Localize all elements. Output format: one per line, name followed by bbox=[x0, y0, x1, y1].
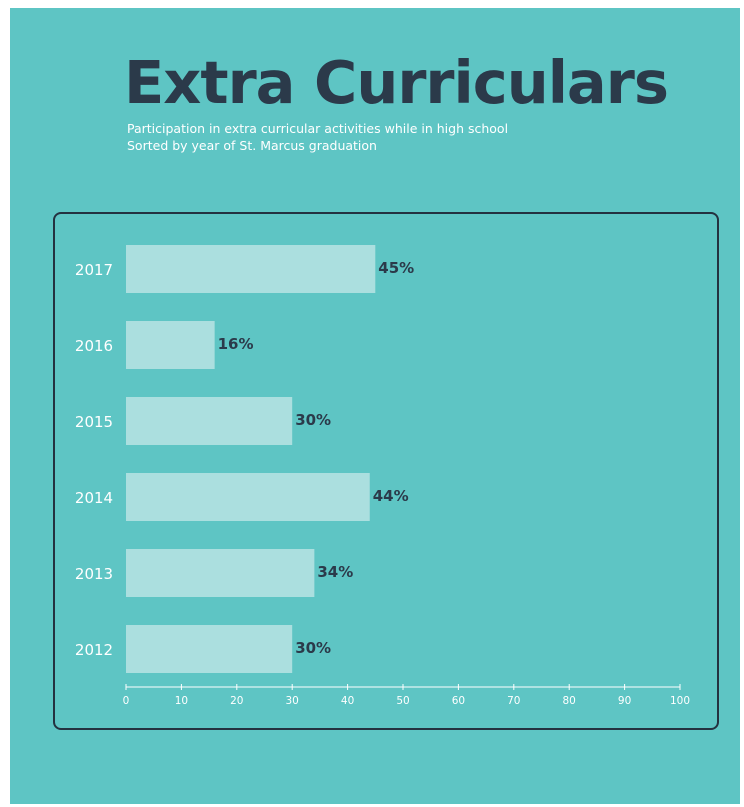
x-axis-tick-label: 50 bbox=[396, 695, 409, 707]
data-label: 45% bbox=[378, 259, 414, 277]
category-label: 2017 bbox=[75, 261, 113, 279]
category-label: 2016 bbox=[75, 337, 113, 355]
chart-panel bbox=[53, 212, 719, 730]
data-label: 16% bbox=[218, 335, 254, 353]
category-label: 2013 bbox=[75, 565, 113, 583]
data-label: 34% bbox=[317, 563, 353, 581]
category-label: 2014 bbox=[75, 489, 113, 507]
x-axis-tick-label: 10 bbox=[175, 695, 188, 707]
x-axis-tick-label: 20 bbox=[230, 695, 243, 707]
x-axis-tick-label: 30 bbox=[286, 695, 299, 707]
chart-title: Extra Curriculars bbox=[124, 48, 669, 117]
data-label: 30% bbox=[295, 639, 331, 657]
category-label: 2012 bbox=[75, 641, 113, 659]
bar-chart: 2017 45% 2016 16% 2015 30% 2014 44% 2013 34% 2012 3… bbox=[75, 245, 690, 707]
chart-subtitle-line-1: Participation in extra curricular activi… bbox=[127, 121, 509, 136]
category-label: 2015 bbox=[75, 413, 113, 431]
bar bbox=[126, 625, 293, 673]
bar bbox=[126, 245, 376, 293]
x-axis-tick-label: 80 bbox=[563, 695, 576, 707]
bar bbox=[126, 321, 215, 369]
data-label: 30% bbox=[295, 411, 331, 429]
bar bbox=[126, 397, 293, 445]
bar bbox=[126, 549, 315, 597]
x-axis-tick-label: 60 bbox=[452, 695, 465, 707]
infographic-canvas: Extra Curriculars Participation in extra… bbox=[10, 8, 740, 804]
x-axis-tick-label: 40 bbox=[341, 695, 354, 707]
data-label: 44% bbox=[373, 487, 409, 505]
bar bbox=[126, 473, 370, 521]
chart-subtitle-line-2: Sorted by year of St. Marcus graduation bbox=[127, 138, 377, 153]
x-axis-tick-label: 90 bbox=[618, 695, 631, 707]
x-axis-tick-label: 0 bbox=[123, 695, 130, 707]
x-axis-tick-label: 100 bbox=[670, 695, 690, 707]
x-axis-tick-label: 70 bbox=[507, 695, 520, 707]
